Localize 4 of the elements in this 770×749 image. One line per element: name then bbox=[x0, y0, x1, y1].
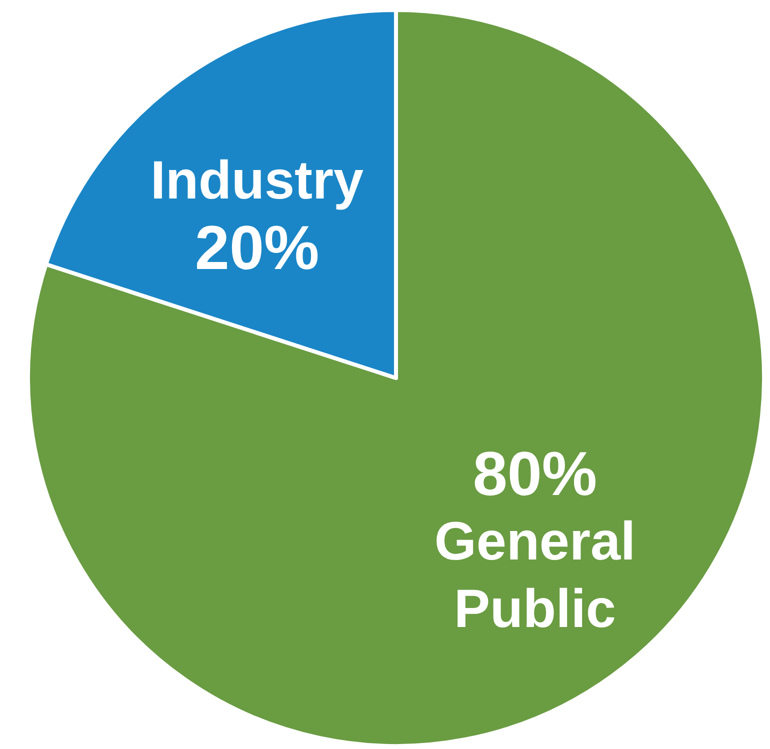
data-label: 80% bbox=[472, 440, 598, 509]
data-label: 20% bbox=[194, 214, 320, 283]
slice-label: Industry bbox=[150, 150, 364, 211]
slice-label: General Public bbox=[434, 512, 636, 640]
